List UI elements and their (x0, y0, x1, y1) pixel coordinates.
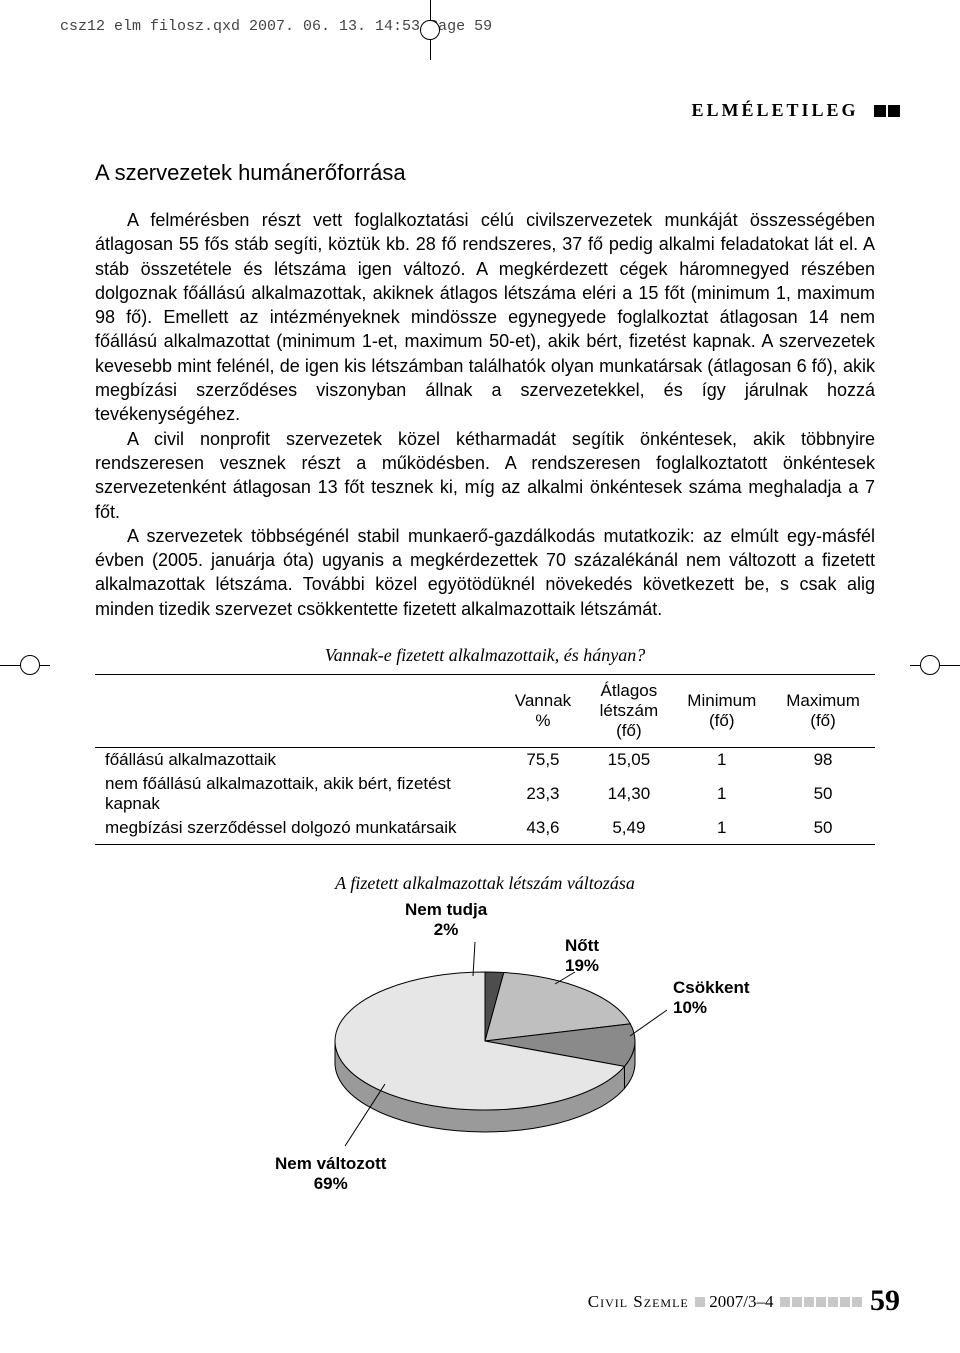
table-cell: 1 (672, 772, 771, 816)
body-text: A felmérésben részt vett foglalkoztatási… (95, 208, 875, 621)
chart-title: A fizetett alkalmazottak létszám változá… (95, 873, 875, 894)
table-cell: 15,05 (585, 748, 672, 773)
table-header: Vannak% (501, 675, 586, 748)
paragraph: A szervezetek többségénél stabil munkaer… (95, 524, 875, 621)
page-content: A szervezetek humánerőforrása A felmérés… (95, 160, 875, 1186)
table-row: nem főállású alkalmazottaik, akik bért, … (95, 772, 875, 816)
table-header (95, 675, 501, 748)
table-cell: 23,3 (501, 772, 586, 816)
table-cell: 1 (672, 816, 771, 845)
table-row: főállású alkalmazottaik75,515,05198 (95, 748, 875, 773)
crop-mark (920, 655, 940, 675)
footer-sep-square (693, 1292, 705, 1311)
table-cell: 75,5 (501, 748, 586, 773)
table-cell: főállású alkalmazottaik (95, 748, 501, 773)
paragraph: A felmérésben részt vett foglalkoztatási… (95, 208, 875, 427)
pie-slice-label: Nőtt19% (565, 936, 599, 975)
footer-journal: Civil Szemle (588, 1292, 689, 1311)
pie-chart: Nem tudja2%Nőtt19%Csökkent10%Nem változo… (285, 906, 685, 1186)
crop-mark (420, 20, 440, 40)
pie-chart-svg (285, 906, 685, 1186)
paragraph: A civil nonprofit szervezetek közel kéth… (95, 427, 875, 524)
table-cell: 43,6 (501, 816, 586, 845)
table-cell: 1 (672, 748, 771, 773)
footer-issue: 2007/3–4 (709, 1292, 773, 1311)
pie-slice-label: Csökkent10% (673, 978, 750, 1017)
header-decor-squares (872, 101, 900, 122)
table-title: Vannak-e fizetett alkalmazottaik, és hán… (95, 645, 875, 666)
crop-mark (20, 655, 40, 675)
table-header: Maximum(fő) (771, 675, 875, 748)
subtitle: A szervezetek humánerőforrása (95, 160, 875, 186)
table-cell: megbízási szerződéssel dolgozó munkatárs… (95, 816, 501, 845)
table-row: megbízási szerződéssel dolgozó munkatárs… (95, 816, 875, 845)
table-cell: 14,30 (585, 772, 672, 816)
table-cell: 50 (771, 816, 875, 845)
table-cell: 5,49 (585, 816, 672, 845)
pie-slice-label: Nem tudja2% (405, 900, 487, 939)
page-number: 59 (870, 1284, 900, 1317)
footer-decor-squares (778, 1292, 862, 1311)
pie-slice-label: Nem változott69% (275, 1154, 386, 1193)
table-cell: 98 (771, 748, 875, 773)
table-cell: nem főállású alkalmazottaik, akik bért, … (95, 772, 501, 816)
section-header: ELMÉLETILEG (691, 100, 900, 122)
section-header-label: ELMÉLETILEG (691, 100, 858, 120)
table-header: Minimum(fő) (672, 675, 771, 748)
table-cell: 50 (771, 772, 875, 816)
page-footer: Civil Szemle 2007/3–4 59 (588, 1284, 900, 1318)
table-header: Átlagoslétszám(fő) (585, 675, 672, 748)
data-table: Vannak%Átlagoslétszám(fő)Minimum(fő)Maxi… (95, 674, 875, 845)
